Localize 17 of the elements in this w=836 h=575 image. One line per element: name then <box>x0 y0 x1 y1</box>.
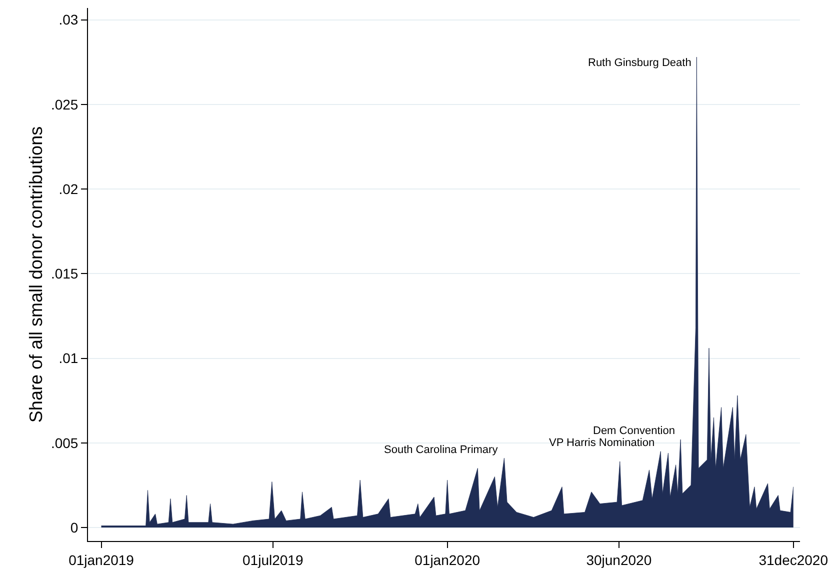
y-tick-label: .03 <box>58 12 78 28</box>
annotation: Dem Convention <box>593 425 675 437</box>
x-tick-label: 30jun2020 <box>586 552 652 568</box>
annotation: South Carolina Primary <box>384 444 498 456</box>
y-axis-title: Share of all small donor contributions <box>26 126 46 423</box>
y-tick-label: .025 <box>50 96 78 112</box>
y-tick-label: .01 <box>58 350 78 366</box>
y-tick-label: .005 <box>50 434 78 451</box>
x-tick-label: 01jul2019 <box>242 552 304 568</box>
x-tick-label: 31dec2020 <box>758 552 828 568</box>
annotation: Ruth Ginsburg Death <box>588 57 692 69</box>
y-tick-label: .02 <box>58 180 78 197</box>
x-tick-label: 01jan2019 <box>68 552 134 568</box>
annotation: VP Harris Nomination <box>549 437 655 449</box>
x-tick-label: 01jan2020 <box>414 552 480 568</box>
y-tick-label: .015 <box>50 266 78 282</box>
y-tick-label: 0 <box>70 519 78 536</box>
